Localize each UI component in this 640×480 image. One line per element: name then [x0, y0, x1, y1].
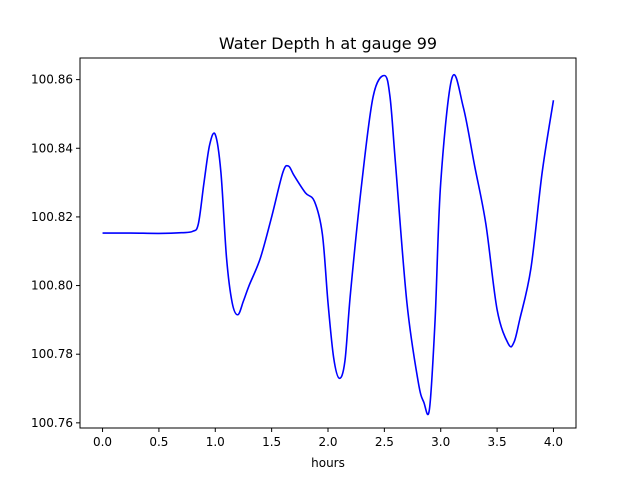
y-tick-label: 100.78	[31, 347, 73, 361]
chart-title: Water Depth h at gauge 99	[219, 34, 437, 53]
x-tick-label: 3.0	[431, 435, 450, 449]
x-tick-label: 0.0	[93, 435, 112, 449]
x-tick-label: 1.5	[262, 435, 281, 449]
y-tick-label: 100.82	[31, 210, 73, 224]
x-tick-label: 3.5	[488, 435, 507, 449]
x-tick-label: 1.0	[206, 435, 225, 449]
y-tick-label: 100.80	[31, 279, 73, 293]
tick-group: 0.0 0.5 1.0 1.5 2.0 2.5 3.0 3.5 4.0 100.76 100.78 1…	[31, 73, 563, 449]
y-tick-label: 100.86	[31, 73, 73, 87]
series-line	[102, 74, 555, 416]
y-tick-label: 100.84	[31, 141, 73, 155]
x-axis-label: hours	[311, 456, 345, 470]
x-tick-label: 2.5	[375, 435, 394, 449]
x-tick-label: 0.5	[149, 435, 168, 449]
x-tick-label: 4.0	[544, 435, 563, 449]
y-tick-label: 100.76	[31, 416, 73, 430]
axes-frame	[79, 57, 577, 429]
x-tick-label: 2.0	[318, 435, 337, 449]
series-group	[102, 74, 555, 416]
